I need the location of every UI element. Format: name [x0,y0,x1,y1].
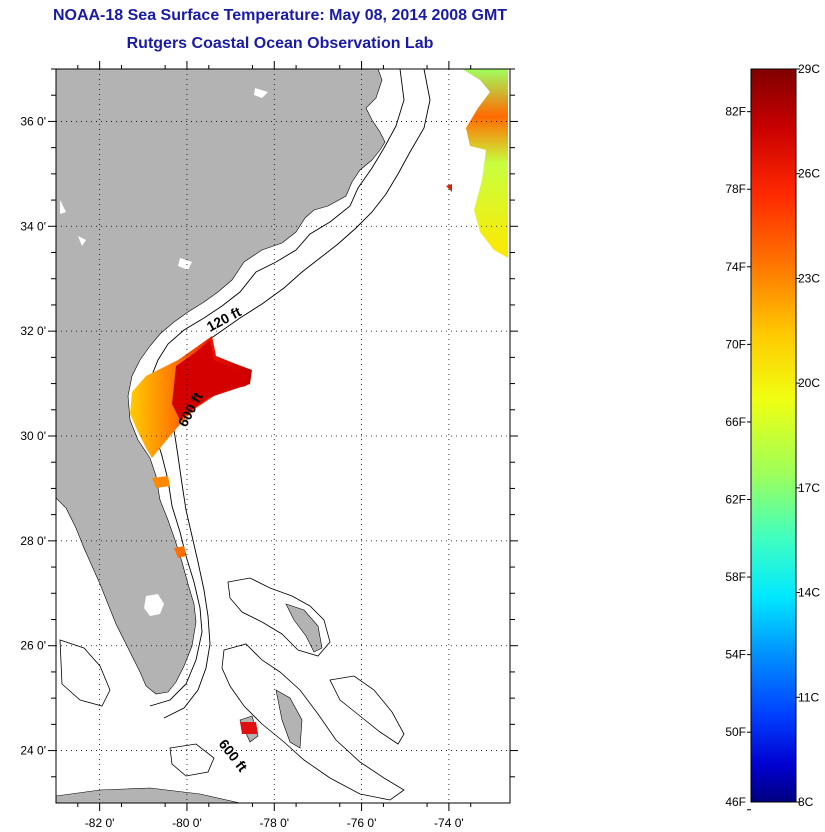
bahamas-bank-outline [59,639,111,707]
lat-tick-label: 34 0' [20,219,46,233]
lon-tick-label: -74 0' [434,816,464,830]
colorbar-celsius-label: 14C [798,586,820,600]
lon-tick-label: -78 0' [259,816,289,830]
lat-tick-label: 30 0' [20,429,46,443]
colorbar-fahrenheit-label: 70F [725,337,746,351]
colorbar-labels: 29C 26C 23C 20C 17C 14C 11C 8C 82F 78F 74F 70F 66F 62… [725,62,820,811]
bahamas-island [285,603,323,653]
colorbar-celsius-label: 20C [798,376,820,390]
axis-ticks [48,61,518,811]
bahamas-bank-outline [227,577,331,657]
colorbar [750,68,797,803]
lon-tick-label: -76 0' [347,816,377,830]
colorbar-celsius-label: 11C [798,690,819,704]
colorbar-fahrenheit-label: 74F [725,260,746,274]
colorbar-fahrenheit-label: 78F [725,182,746,196]
bahamas-bank-outline [329,675,405,745]
colorbar-celsius-label: 17C [798,481,820,495]
colorbar-celsius-label: 23C [798,271,820,285]
colorbar-fahrenheit-label: 46F [725,795,746,809]
map-grid [56,69,510,803]
lon-tick-label: -82 0' [85,816,115,830]
colorbar-celsius-label: 26C [798,167,820,181]
colorbar-fahrenheit-label: 82F [725,105,746,119]
colorbar-fahrenheit-label: 54F [725,648,746,662]
lon-tick-label: -80 0' [172,816,202,830]
axis-tick-labels: -82 0' -80 0' -78 0' -76 0' -74 0' 24 0' 26 0'… [20,114,463,830]
map-subtitle: Rutgers Coastal Ocean Observation Lab [126,35,434,52]
lat-tick-label: 26 0' [20,639,46,653]
lat-tick-label: 36 0' [20,114,46,128]
colorbar-fahrenheit-label: 66F [725,415,746,429]
sst-swath-northeast [462,69,508,258]
lat-tick-label: 32 0' [20,324,46,338]
sst-patch [174,546,186,558]
sst-patch [152,476,170,488]
bahamas-island [275,689,303,749]
colorbar-fahrenheit-label: 62F [725,492,746,506]
colorbar-celsius-label: 29C [798,62,820,76]
colorbar-fahrenheit-label: 58F [725,570,746,584]
lat-tick-label: 28 0' [20,534,46,548]
contour-120ft [147,69,405,707]
land-southeast-us [56,69,386,695]
sst-swath-georgia-hot [172,340,248,420]
sst-patch [240,722,258,734]
colorbar-fahrenheit-label: 50F [725,725,746,739]
lat-tick-label: 24 0' [20,744,46,758]
bahamas-bank-outline [221,643,405,801]
bahamas-bank-outline [169,743,215,777]
map-title: NOAA-18 Sea Surface Temperature: May 08,… [52,7,508,24]
colorbar-celsius-label: 8C [798,795,814,809]
sst-patch [446,184,452,192]
lake-okeechobee [144,594,164,616]
